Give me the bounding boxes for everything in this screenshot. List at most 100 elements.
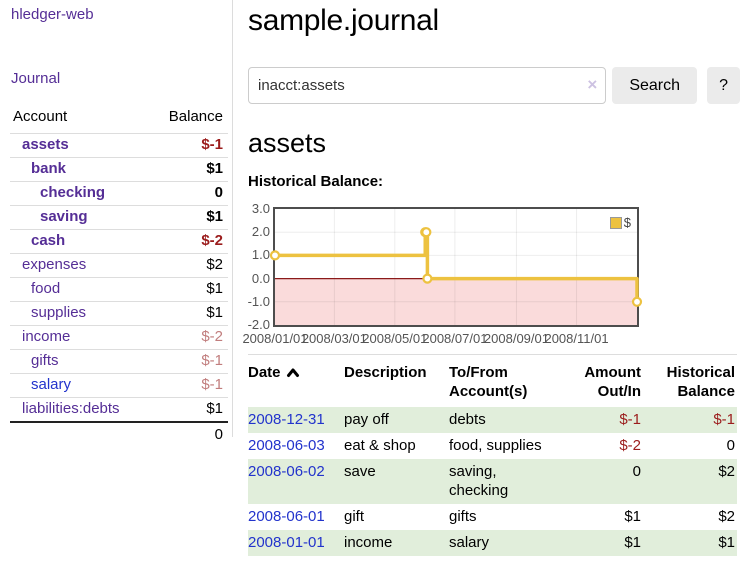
transaction-date-cell: 2008-06-03 (248, 433, 344, 459)
transaction-description: pay off (344, 411, 389, 428)
sidebar-account-food[interactable]: food (31, 280, 61, 297)
help-button[interactable]: ? (707, 67, 740, 104)
transaction-row[interactable]: 2008-01-01 income salary $1 $1 (248, 530, 737, 556)
transaction-row[interactable]: 2008-06-02 save saving, checking 0 $2 (248, 459, 737, 504)
accounts-header-account: Account (13, 108, 68, 125)
account-row: food $1 (10, 277, 228, 302)
chart-legend: $ (609, 215, 631, 230)
sidebar-account-income[interactable]: income (22, 328, 71, 345)
register-header-date-label: Date (248, 364, 281, 381)
sidebar-account-saving[interactable]: saving (40, 208, 88, 225)
transaction-date-link[interactable]: 2008-06-03 (248, 437, 325, 454)
sidebar-account-bank[interactable]: bank (31, 160, 67, 177)
account-name-cell: food (10, 277, 150, 302)
account-balance: $1 (149, 397, 228, 422)
transaction-balance: $-1 (713, 411, 735, 428)
transaction-description: eat & shop (344, 437, 416, 454)
accounts-header-row: Account Balance (10, 108, 228, 134)
x-axis-tick: 2008/01/01 (242, 331, 308, 346)
x-axis-tick: 2008/07/01 (422, 331, 488, 346)
y-axis-tick: 2.0 (251, 224, 270, 240)
transaction-row[interactable]: 2008-12-31 pay off debts $-1 $-1 (248, 407, 737, 433)
account-row: assets $-1 (10, 133, 228, 158)
sidebar-account-liabilities-debts[interactable]: liabilities:debts (22, 400, 120, 417)
transaction-date-link[interactable]: 2008-01-01 (248, 534, 325, 551)
account-row: salary $-1 (10, 373, 228, 398)
account-balance: 0 (149, 181, 228, 206)
sidebar-account-cash[interactable]: cash (31, 232, 66, 249)
account-name-cell: supplies (10, 301, 150, 326)
account-row: expenses $2 (10, 253, 228, 278)
transaction-balance: $2 (718, 463, 735, 480)
account-row: cash $-2 (10, 229, 228, 254)
plot-area[interactable]: $ (269, 207, 643, 327)
transaction-date-cell: 2008-06-02 (248, 459, 344, 504)
register-header-description: Description (344, 364, 427, 381)
register-header-amount: Amount Out/In (584, 364, 641, 400)
nav-journal-link[interactable]: Journal (11, 70, 61, 87)
account-row: liabilities:debts $1 (10, 397, 228, 422)
transaction-amount: $1 (624, 534, 641, 551)
register-table: Date Description To/From Account(s) Amou… (248, 354, 737, 556)
y-axis-tick: 3.0 (251, 201, 270, 216)
transaction-accounts: saving, checking (449, 463, 509, 499)
account-name-cell: assets (10, 133, 150, 158)
sidebar-account-assets[interactable]: assets (22, 136, 69, 153)
transaction-row[interactable]: 2008-06-01 gift gifts $1 $2 (248, 504, 737, 530)
account-row: saving $1 (10, 205, 228, 230)
search-input[interactable] (248, 67, 607, 104)
account-name-cell: income (10, 325, 150, 350)
account-name-cell: checking (10, 181, 150, 206)
page-title: sample.journal (248, 4, 439, 37)
transaction-date-cell: 2008-01-01 (248, 530, 344, 556)
y-axis-tick: -1.0 (247, 293, 270, 309)
accounts-total-row: 0 (10, 421, 228, 447)
app-brand-link[interactable]: hledger-web (11, 6, 94, 23)
account-balance: $-2 (149, 325, 228, 350)
legend-label: $ (623, 215, 631, 230)
account-name-cell: expenses (10, 253, 150, 278)
x-axis-tick: 2008/05/01 (362, 331, 428, 346)
sidebar-account-supplies[interactable]: supplies (31, 304, 87, 321)
y-axis-tick: 0.0 (251, 270, 270, 286)
transaction-amount: $-1 (619, 411, 641, 428)
transaction-date-cell: 2008-06-01 (248, 504, 344, 530)
y-axis-tick: -2.0 (247, 317, 270, 332)
account-balance: $1 (149, 277, 228, 302)
sort-ascending-icon (286, 368, 299, 377)
transaction-amount: 0 (632, 463, 641, 480)
legend-swatch-icon (609, 216, 622, 229)
account-name-cell: gifts (10, 349, 150, 374)
sidebar: hledger-web Journal Account Balance asse… (0, 0, 233, 447)
search-form: × Search ? (248, 67, 740, 104)
account-row: supplies $1 (10, 301, 228, 326)
account-row: checking 0 (10, 181, 228, 206)
clear-search-icon[interactable]: × (587, 75, 598, 94)
transaction-accounts: salary (449, 534, 490, 551)
x-axis-tick: 2008/09/01 (483, 331, 549, 346)
search-button[interactable]: Search (612, 67, 698, 104)
accounts-table: Account Balance assets $-1 bank $1 checking 0… (10, 108, 228, 447)
transaction-date-cell: 2008-12-31 (248, 407, 344, 433)
sidebar-account-gifts[interactable]: gifts (31, 352, 59, 369)
transaction-description: income (344, 534, 393, 551)
sidebar-account-expenses[interactable]: expenses (22, 256, 87, 273)
account-balance: $-1 (149, 349, 228, 374)
transaction-date-link[interactable]: 2008-06-01 (248, 508, 325, 525)
account-name-cell: salary (10, 373, 150, 398)
transaction-accounts: food, supplies (449, 437, 542, 454)
chart-canvas (269, 209, 643, 325)
register-header-date[interactable]: Date (248, 355, 344, 408)
transaction-date-link[interactable]: 2008-12-31 (248, 411, 325, 428)
account-balance: $1 (149, 157, 228, 182)
account-balance: $-2 (149, 229, 228, 254)
account-balance: $1 (149, 301, 228, 326)
accounts-header-balance: Balance (168, 108, 223, 125)
transaction-row[interactable]: 2008-06-03 eat & shop food, supplies $-2 0 (248, 433, 737, 459)
transaction-accounts: gifts (449, 508, 477, 525)
transaction-description: gift (344, 508, 365, 525)
transaction-amount: $-2 (619, 437, 641, 454)
sidebar-account-salary[interactable]: salary (31, 376, 72, 393)
transaction-date-link[interactable]: 2008-06-02 (248, 463, 325, 480)
sidebar-account-checking[interactable]: checking (40, 184, 106, 201)
